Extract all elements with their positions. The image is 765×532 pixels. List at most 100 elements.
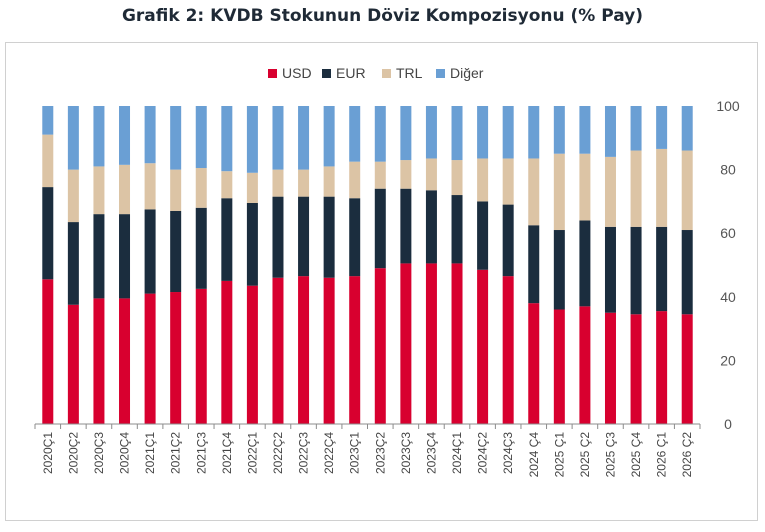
bar-dier-17	[477, 106, 489, 159]
bar-dier-6	[195, 106, 207, 169]
bar-eur-1	[67, 222, 79, 305]
bar-usd-9	[272, 277, 284, 424]
bar-eur-22	[604, 226, 616, 313]
bar-trl-4	[144, 163, 156, 210]
bar-usd-17	[477, 269, 489, 424]
bar-dier-25	[681, 106, 693, 151]
bar-eur-3	[119, 214, 131, 299]
legend-swatch	[382, 69, 391, 78]
bar-dier-21	[579, 106, 591, 154]
bar-dier-13	[374, 106, 386, 162]
x-tick-label: 2024Ç1	[450, 432, 464, 474]
bar-eur-15	[425, 190, 437, 264]
y-tick-label: 100	[716, 98, 740, 114]
y-tick-label: 80	[720, 162, 736, 178]
bar-dier-4	[144, 106, 156, 164]
bar-dier-8	[246, 106, 258, 173]
x-tick-label: 2026 Ç1	[655, 432, 669, 478]
bar-usd-16	[451, 263, 463, 424]
bar-trl-21	[579, 153, 591, 221]
bar-dier-18	[502, 106, 514, 159]
bar-trl-9	[272, 169, 284, 197]
bar-trl-1	[67, 169, 79, 223]
y-tick-label: 40	[720, 289, 736, 305]
bar-trl-3	[119, 164, 131, 215]
x-tick-label: 2024 Ç4	[527, 432, 541, 478]
x-tick-label: 2022Ç4	[322, 432, 336, 474]
bar-trl-6	[195, 168, 207, 208]
bar-dier-19	[528, 106, 540, 159]
bar-trl-2	[93, 166, 105, 215]
bar-dier-22	[604, 106, 616, 157]
bar-usd-15	[425, 263, 437, 424]
x-tick-label: 2021Ç3	[194, 432, 208, 474]
x-tick-label: 2020Ç4	[118, 432, 132, 474]
x-tick-label: 2025 Ç3	[603, 432, 617, 478]
legend-label: TRL	[396, 65, 423, 81]
bar-eur-13	[374, 188, 386, 269]
bar-eur-2	[93, 214, 105, 299]
bar-trl-20	[553, 153, 565, 231]
x-tick-label: 2025 Ç1	[552, 432, 566, 478]
bar-usd-6	[195, 288, 207, 424]
legend-swatch	[268, 69, 277, 78]
x-tick-label: 2023Ç3	[399, 432, 413, 474]
bar-usd-19	[528, 303, 540, 424]
bar-eur-11	[323, 196, 335, 278]
bar-usd-24	[656, 311, 668, 424]
bar-eur-16	[451, 195, 463, 264]
bar-trl-23	[630, 150, 642, 227]
bar-dier-23	[630, 106, 642, 151]
bar-eur-6	[195, 207, 207, 289]
bar-eur-5	[170, 210, 182, 293]
bar-eur-10	[298, 196, 310, 277]
y-tick-label: 0	[724, 416, 732, 432]
bar-trl-16	[451, 160, 463, 196]
bar-eur-0	[42, 187, 54, 280]
bar-eur-24	[656, 226, 668, 312]
x-tick-label: 2020Ç3	[92, 432, 106, 474]
bar-usd-7	[221, 280, 233, 424]
bar-usd-5	[170, 292, 182, 424]
bar-dier-15	[425, 106, 437, 159]
bar-trl-5	[170, 169, 182, 211]
bar-usd-3	[119, 298, 131, 424]
bar-dier-0	[42, 106, 54, 135]
bar-eur-19	[528, 225, 540, 304]
bar-usd-14	[400, 263, 412, 424]
bar-usd-11	[323, 277, 335, 424]
bar-eur-7	[221, 198, 233, 281]
bar-trl-22	[604, 156, 616, 227]
y-tick-label: 60	[720, 225, 736, 241]
x-tick-label: 2022Ç2	[271, 432, 285, 474]
x-tick-label: 2023Ç2	[373, 432, 387, 474]
bar-eur-20	[553, 230, 565, 310]
bar-eur-9	[272, 196, 284, 278]
x-tick-label: 2024Ç3	[501, 432, 515, 474]
bar-usd-22	[604, 312, 616, 424]
legend-swatch	[322, 69, 331, 78]
bar-dier-10	[298, 106, 310, 170]
bar-eur-21	[579, 220, 591, 307]
chart-title: Grafik 2: KVDB Stokunun Döviz Kompozisyo…	[121, 6, 644, 26]
bar-usd-8	[246, 285, 258, 424]
bar-dier-14	[400, 106, 412, 161]
x-tick-label: 2022Ç1	[245, 432, 259, 474]
bar-trl-25	[681, 150, 693, 231]
x-tick-label: 2022Ç3	[297, 432, 311, 474]
bar-dier-5	[170, 106, 182, 170]
bar-trl-12	[349, 161, 361, 199]
x-tick-label: 2020Ç1	[41, 432, 55, 474]
bar-dier-2	[93, 106, 105, 167]
bar-eur-12	[349, 198, 361, 277]
bar-usd-20	[553, 309, 565, 424]
bar-eur-4	[144, 209, 156, 294]
x-tick-label: 2021Ç1	[143, 432, 157, 474]
bar-trl-11	[323, 166, 335, 197]
bar-trl-7	[221, 171, 233, 199]
legend-swatch	[436, 69, 445, 78]
bar-dier-12	[349, 106, 361, 162]
bar-eur-18	[502, 204, 514, 277]
bar-dier-16	[451, 106, 463, 161]
